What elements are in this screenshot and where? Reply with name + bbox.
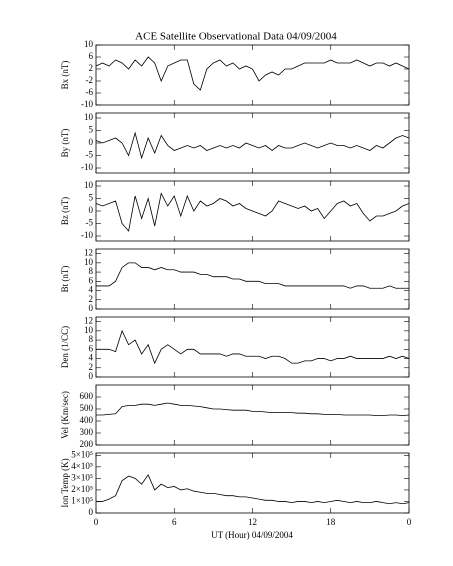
y-tick-label: 10 — [84, 257, 94, 267]
y-tick-label: -5 — [86, 150, 94, 160]
chart-title: ACE Satellite Observational Data 04/09/2… — [135, 31, 337, 43]
y-axis-label: Vel (Km/sec) — [60, 391, 70, 439]
x-tick-label: 0 — [94, 517, 99, 527]
x-tick-label: 6 — [172, 517, 177, 527]
y-tick-label: 0 — [89, 507, 94, 517]
data-line — [95, 192, 410, 232]
y-tick-label: -10 — [81, 162, 93, 172]
y-tick-label: 0 — [89, 205, 94, 215]
y-tick-label: -5 — [86, 218, 94, 228]
y-tick-label: 0 — [89, 137, 94, 147]
y-tick-label: 200 — [80, 439, 94, 449]
data-line — [96, 329, 410, 365]
y-axis-label: Ion Temp (K) — [60, 458, 70, 507]
y-tick-label: 0 — [89, 371, 94, 381]
y-tick-label: 5 — [89, 193, 94, 203]
y-tick-label: 5 — [89, 125, 94, 135]
y-tick-label: 8 — [89, 266, 94, 276]
plot-frame — [95, 316, 410, 378]
y-tick-label: 4×10⁵ — [71, 461, 93, 471]
plot-frame — [95, 248, 410, 310]
data-line — [96, 262, 409, 289]
x-tick-label: 12 — [248, 517, 257, 527]
y-tick-label: 2×10⁵ — [71, 484, 93, 494]
y-tick-label: 4 — [89, 285, 94, 295]
y-tick-label: 400 — [80, 415, 94, 425]
y-tick-label: 6 — [89, 343, 94, 353]
y-axis-label: Bt (nT) — [60, 266, 70, 293]
data-line — [95, 56, 410, 91]
y-tick-label: 12 — [84, 248, 93, 258]
y-tick-label: 2 — [89, 362, 94, 372]
y-tick-label: 600 — [80, 391, 94, 401]
y-axis-label: Bz (nT) — [60, 197, 70, 225]
x-tick-label: 0 — [407, 517, 412, 527]
y-tick-label: 2 — [89, 63, 94, 73]
y-tick-label: 12 — [84, 316, 93, 326]
y-axis-label: Den (1/CC) — [60, 326, 70, 368]
y-tick-label: 3×10⁵ — [71, 472, 93, 482]
plot-frame — [95, 112, 410, 174]
y-tick-label: 300 — [80, 427, 94, 437]
y-tick-label: 10 — [84, 39, 94, 49]
y-tick-label: -2 — [86, 75, 94, 85]
data-line — [96, 474, 410, 505]
y-tick-label: -10 — [81, 230, 93, 240]
y-tick-label: 6 — [89, 275, 94, 285]
y-tick-label: 10 — [84, 112, 94, 122]
y-tick-label: 6 — [89, 51, 94, 61]
y-axis-label: Bx (nT) — [60, 61, 70, 90]
y-tick-label: 10 — [84, 325, 94, 335]
plot-frame — [95, 44, 410, 106]
y-tick-label: -6 — [86, 87, 94, 97]
data-line — [96, 402, 410, 417]
y-tick-label: 1×10⁵ — [71, 496, 93, 506]
y-tick-label: 0 — [89, 303, 94, 313]
y-tick-label: -10 — [81, 99, 93, 109]
y-axis-label: By (nT) — [60, 129, 70, 158]
x-axis-label: UT (Hour) 04/09/2004 — [211, 530, 293, 540]
y-tick-label: 10 — [84, 180, 94, 190]
x-tick-label: 18 — [326, 517, 336, 527]
y-tick-label: 500 — [80, 403, 94, 413]
y-tick-label: 2 — [89, 294, 94, 304]
y-tick-label: 4 — [89, 353, 94, 363]
data-line — [95, 131, 410, 160]
y-tick-label: 5×10⁵ — [71, 449, 93, 459]
y-tick-label: 8 — [89, 334, 94, 344]
